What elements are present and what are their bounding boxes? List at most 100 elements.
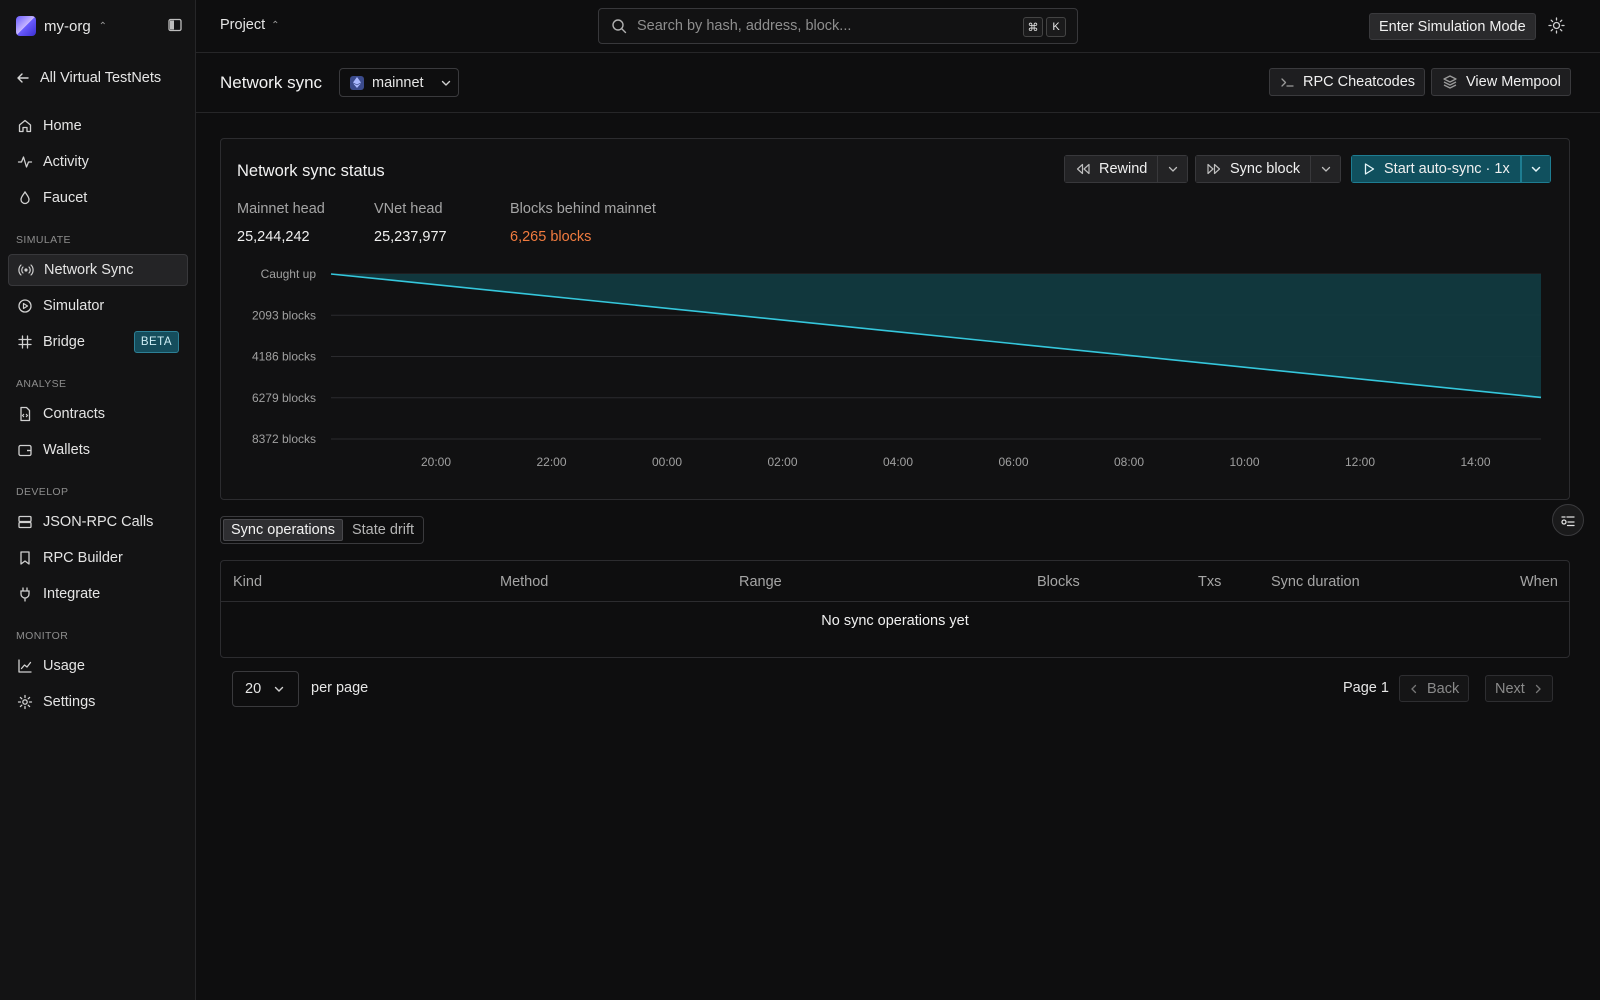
column-method: Method (500, 574, 549, 590)
sidebar-item-label: Faucet (43, 190, 88, 206)
column-when: When (1520, 574, 1558, 590)
rpc-cheatcodes-button[interactable]: RPC Cheatcodes (1269, 68, 1426, 96)
bookmark-icon (17, 550, 33, 566)
arrow-left-icon (16, 71, 30, 85)
server-icon (17, 514, 33, 530)
activity-icon (17, 154, 33, 170)
project-switcher[interactable]: Project ⌃ (220, 17, 280, 33)
sidebar-item-label: Wallets (43, 442, 90, 458)
sidebar-item-label: RPC Builder (43, 550, 123, 566)
page-indicator: Page 1 (1343, 680, 1389, 696)
stat-value: 25,244,242 (237, 229, 310, 245)
stat-label: VNet head (374, 201, 443, 217)
view-tabs: Sync operations State drift (220, 516, 425, 544)
card-title: Network sync status (237, 162, 385, 180)
sidebar-item-network-sync[interactable]: Network Sync (8, 254, 188, 286)
kbd-cmd: ⌘ (1023, 17, 1043, 37)
search-bar[interactable]: ⌘ K (598, 8, 1078, 44)
sidebar-item-bridge[interactable]: Bridge BETA (8, 326, 188, 358)
rewind-dropdown[interactable] (1158, 155, 1189, 183)
plug-icon (17, 586, 33, 602)
sync-block-button[interactable]: Sync block (1195, 155, 1312, 183)
rpc-cheatcodes-label: RPC Cheatcodes (1303, 74, 1416, 90)
search-icon (611, 18, 627, 34)
tab-sync-operations[interactable]: Sync operations (223, 519, 343, 541)
next-page-label: Next (1495, 680, 1525, 697)
sync-block-dropdown[interactable] (1311, 155, 1342, 183)
auto-sync-dropdown[interactable] (1520, 155, 1551, 183)
filter-list-button[interactable] (1552, 504, 1584, 536)
fast-forward-icon (1206, 162, 1222, 176)
hash-icon (17, 334, 33, 350)
column-blocks: Blocks (1037, 574, 1080, 590)
sync-chart: Caught up 2093 blocks 4186 blocks 6279 bloc… (252, 267, 1542, 469)
back-page-label: Back (1427, 680, 1460, 697)
sidebar-item-integrate[interactable]: Integrate (8, 578, 188, 610)
next-page-button[interactable]: Next (1485, 675, 1553, 702)
x-tick-label: 20:00 (421, 455, 451, 469)
filter-list-icon (1560, 512, 1576, 528)
line-chart-icon (17, 658, 33, 674)
sidebar-item-rpc-builder[interactable]: RPC Builder (8, 542, 188, 574)
series-line (330, 273, 1542, 399)
all-virtual-testnets-link[interactable]: All Virtual TestNets (16, 68, 161, 88)
sidebar-item-activity[interactable]: Activity (8, 146, 188, 178)
per-page-label: per page (311, 680, 369, 696)
start-auto-sync-label: Start auto-sync · 1x (1384, 161, 1510, 177)
per-page-select[interactable]: 20 (232, 671, 299, 707)
nav-develop: JSON-RPC Calls RPC Builder Integrate (8, 506, 188, 614)
sidebar-item-wallets[interactable]: Wallets (8, 434, 188, 466)
y-tick-label: 4186 blocks (252, 350, 316, 364)
sidebar-item-label: Settings (43, 694, 96, 710)
sidebar-item-home[interactable]: Home (8, 110, 188, 142)
sidebar-item-usage[interactable]: Usage (8, 650, 188, 682)
stat-value: 6,265 blocks (510, 229, 592, 245)
stat-value: 25,237,977 (374, 229, 447, 245)
enter-simulation-mode-button[interactable]: Enter Simulation Mode (1369, 13, 1536, 40)
sidebar-item-label: Usage (43, 658, 85, 674)
chevron-updown-icon: ⌃ (271, 19, 280, 31)
rewind-button[interactable]: Rewind (1064, 155, 1159, 183)
nav-monitor: Usage Settings (8, 650, 188, 722)
section-monitor: MONITOR (16, 630, 69, 642)
org-name: my-org (44, 17, 91, 35)
sidebar-item-simulator[interactable]: Simulator (8, 290, 188, 322)
chevron-left-icon (1409, 684, 1419, 694)
x-tick-label: 14:00 (1460, 455, 1490, 469)
auto-sync-button-group: Start auto-sync · 1x (1351, 155, 1551, 183)
rewind-icon (1075, 162, 1091, 176)
play-circle-icon (17, 298, 33, 314)
sidebar-item-settings[interactable]: Settings (8, 686, 188, 718)
page-header: Network sync mainnet RPC Cheatcodes View… (196, 53, 1600, 113)
beta-badge: BETA (133, 331, 179, 353)
nav-simulate: Network Sync Simulator Bridge BETA (8, 254, 188, 362)
back-page-button[interactable]: Back (1399, 675, 1470, 702)
column-kind: Kind (233, 574, 263, 590)
top-bar: Project ⌃ ⌘ K Enter Simulation Mode (196, 0, 1600, 53)
sidebar-item-label: Simulator (43, 298, 105, 314)
org-switcher[interactable]: my-org ⌃ (16, 16, 107, 36)
empty-state: No sync operations yet (821, 613, 969, 629)
x-tick-label: 00:00 (652, 455, 682, 469)
terminal-icon (1280, 75, 1295, 90)
sidebar-toggle-icon[interactable] (168, 18, 182, 32)
back-link-label: All Virtual TestNets (40, 70, 162, 86)
network-value: mainnet (372, 74, 424, 91)
network-select[interactable]: mainnet (339, 68, 459, 97)
home-icon (17, 118, 33, 134)
x-tick-label: 02:00 (767, 455, 797, 469)
sidebar-item-label: JSON-RPC Calls (43, 514, 154, 530)
sun-icon[interactable] (1548, 17, 1565, 34)
network-sync-status-card: Network sync status Rewind Sync block St… (220, 138, 1570, 500)
layers-icon (1442, 74, 1458, 90)
sidebar-item-label: Home (43, 118, 82, 134)
sidebar-item-contracts[interactable]: Contracts (8, 398, 188, 430)
start-auto-sync-button[interactable]: Start auto-sync · 1x (1351, 155, 1521, 183)
sidebar-item-label: Activity (43, 154, 89, 170)
sidebar-item-faucet[interactable]: Faucet (8, 182, 188, 214)
x-tick-label: 06:00 (998, 455, 1028, 469)
tab-state-drift[interactable]: State drift (351, 522, 415, 538)
view-mempool-button[interactable]: View Mempool (1431, 68, 1571, 96)
search-input[interactable] (637, 18, 1017, 34)
sidebar-item-json-rpc-calls[interactable]: JSON-RPC Calls (8, 506, 188, 538)
